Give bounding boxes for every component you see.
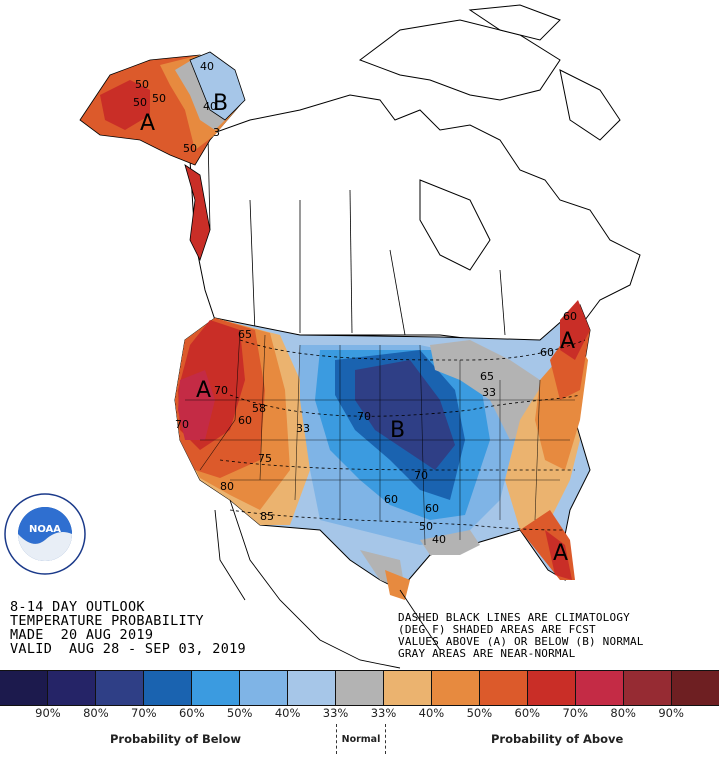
- contour-label: 33: [296, 422, 310, 435]
- legend-percent-label: 50%: [466, 706, 493, 720]
- note-line-3: VALUES ABOVE (A) OR BELOW (B) NORMAL: [398, 635, 644, 648]
- contour-label: 60: [540, 346, 554, 359]
- legend-swatch: [624, 671, 672, 705]
- contour-label: 50: [133, 96, 147, 109]
- contour-label: 85: [260, 510, 274, 523]
- conus-shading: [174, 300, 591, 600]
- contour-label: 75: [258, 452, 272, 465]
- noaa-logo-text: NOAA: [29, 524, 61, 535]
- outlook-map: A B A B A A 50 50 50 40 40 3 50 65 70 60…: [79, 4, 641, 669]
- contour-label: 60: [563, 310, 577, 323]
- legend-percent-label: 40%: [418, 706, 445, 720]
- contour-label: 65: [238, 328, 252, 341]
- letter-west-a: A: [196, 378, 211, 403]
- climatology-lines: [219, 339, 586, 531]
- legend-percent-label: 80%: [610, 706, 636, 720]
- contour-label: 70: [414, 469, 428, 482]
- legend-swatch: [144, 671, 192, 705]
- legend-percent-label: 70%: [562, 706, 589, 720]
- legend-swatch: [336, 671, 384, 705]
- title-line-2: TEMPERATURE PROBABILITY: [10, 613, 204, 629]
- note-line-4: GRAY AREAS ARE NEAR-NORMAL: [398, 647, 576, 660]
- contour-label: 60: [425, 502, 439, 515]
- legend-percent-label: 50%: [226, 706, 253, 720]
- legend-swatch: [96, 671, 144, 705]
- letter-alaska-b: B: [213, 91, 228, 116]
- legend-percent-label: 70%: [131, 706, 157, 720]
- map-notes: DASHED BLACK LINES ARE CLIMATOLOGY (DEG …: [398, 612, 644, 660]
- legend-percent-label: 90%: [35, 706, 61, 720]
- legend-swatch: [576, 671, 624, 705]
- legend-percent-label: 33%: [322, 706, 349, 720]
- legend-percent-labels: 90% 80% 70% 60% 50% 40% 33% 33% 40% 50% 60% 70% 80% 9…: [0, 706, 719, 722]
- legend-above-caption: Probability of Above: [491, 732, 624, 746]
- legend-percent-label: 60%: [178, 706, 205, 720]
- letter-florida-a: A: [553, 541, 568, 566]
- legend-percent-label: 33%: [370, 706, 397, 720]
- note-line-1: DASHED BLACK LINES ARE CLIMATOLOGY: [398, 611, 630, 624]
- legend-color-bar: [0, 670, 719, 706]
- contour-label: 33: [482, 386, 496, 399]
- title-line-1: 8-14 DAY OUTLOOK: [10, 599, 145, 615]
- contour-label: 70: [214, 384, 228, 397]
- province-lines: [207, 134, 506, 336]
- legend-swatch: [288, 671, 336, 705]
- contour-label: 58: [252, 402, 266, 415]
- legend-percent-label: 90%: [658, 706, 684, 720]
- title-line-3: MADE 20 AUG 2019: [10, 627, 154, 643]
- contour-label: 50: [183, 142, 197, 155]
- legend-swatch: [0, 671, 48, 705]
- contour-label: 40: [200, 60, 214, 73]
- contour-label: 3: [213, 126, 220, 139]
- alaska-shading: [79, 51, 246, 262]
- legend-percent-label: 60%: [514, 706, 541, 720]
- legend-swatch: [48, 671, 96, 705]
- legend-percent-label: 40%: [274, 706, 301, 720]
- mexico-outline: [214, 499, 441, 669]
- contour-label: 80: [220, 480, 234, 493]
- contour-label: 65: [480, 370, 494, 383]
- letter-northeast-a: A: [560, 329, 575, 354]
- legend-swatch: [480, 671, 528, 705]
- legend-swatch: [528, 671, 576, 705]
- noaa-logo: NOAA: [4, 493, 86, 575]
- legend-swatch: [672, 671, 719, 705]
- legend-swatch: [240, 671, 288, 705]
- contour-label: 60: [384, 493, 398, 506]
- legend-normal-box: Normal: [336, 724, 386, 754]
- legend-swatch: [192, 671, 240, 705]
- contour-label: 60: [238, 414, 252, 427]
- legend-percent-label: 80%: [83, 706, 109, 720]
- letter-central-b: B: [390, 418, 405, 443]
- legend-swatch: [384, 671, 432, 705]
- state-lines: [185, 329, 575, 546]
- contour-label: 50: [135, 78, 149, 91]
- title-line-4: VALID AUG 28 - SEP 03, 2019: [10, 641, 246, 657]
- outlook-title: 8-14 DAY OUTLOOK TEMPERATURE PROBABILITY…: [10, 600, 246, 656]
- legend-normal-caption: Normal: [341, 733, 381, 745]
- contour-label: 70: [357, 410, 371, 423]
- contour-label: 70: [175, 418, 189, 431]
- contour-label: 40: [432, 533, 446, 546]
- land-outlines: [189, 4, 641, 346]
- letter-alaska-a: A: [140, 111, 155, 136]
- legend-below-caption: Probability of Below: [110, 732, 241, 746]
- contour-label: 50: [419, 520, 433, 533]
- note-line-2: (DEG F) SHADED AREAS ARE FCST: [398, 623, 596, 636]
- contour-label: 40: [203, 100, 217, 113]
- contour-label: 50: [152, 92, 166, 105]
- legend-swatch: [432, 671, 480, 705]
